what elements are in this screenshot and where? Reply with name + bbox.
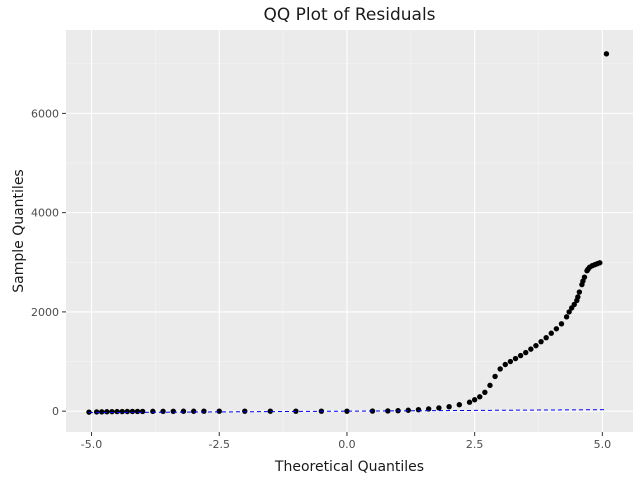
- data-point: [477, 394, 483, 400]
- y-tick-label: 0: [52, 405, 59, 418]
- data-point: [538, 338, 544, 345]
- data-point: [566, 309, 572, 315]
- y-tick-label: 2000: [31, 306, 59, 319]
- data-point: [216, 408, 222, 414]
- data-point: [497, 366, 503, 372]
- data-point: [597, 260, 603, 266]
- data-point: [603, 51, 610, 57]
- data-point: [267, 408, 274, 414]
- data-point: [533, 342, 539, 349]
- data-point: [129, 408, 136, 415]
- plot-panel: [66, 30, 633, 432]
- data-point: [139, 408, 146, 415]
- data-point: [523, 349, 529, 356]
- data-point: [405, 407, 411, 413]
- data-point: [114, 408, 120, 415]
- data-point: [543, 335, 549, 341]
- x-axis-title: Theoretical Quantiles: [274, 459, 424, 475]
- x-tick-label: 0.0: [338, 438, 356, 451]
- grid-minor: [66, 30, 633, 432]
- data-point: [581, 274, 588, 280]
- data-point: [528, 346, 534, 352]
- data-point: [436, 405, 442, 411]
- x-tick-label: -5.0: [81, 438, 102, 451]
- data-point: [415, 406, 422, 413]
- data-point: [575, 294, 581, 300]
- data-point: [180, 408, 187, 414]
- y-axis-title: Sample Quantiles: [11, 169, 27, 292]
- data-point: [344, 408, 350, 414]
- data-point: [466, 399, 473, 405]
- data-point: [242, 408, 248, 414]
- data-point: [201, 408, 207, 414]
- data-point: [160, 408, 166, 415]
- reference-line: [88, 409, 605, 414]
- data-point: [134, 408, 141, 415]
- data-point: [502, 361, 508, 368]
- data-point: [93, 409, 100, 415]
- data-point: [109, 408, 115, 415]
- data-point: [456, 402, 463, 408]
- data-point: [471, 397, 478, 403]
- data-point: [446, 403, 452, 410]
- data-point: [482, 389, 488, 395]
- x-tick-label: -2.5: [209, 438, 230, 451]
- data-point: [170, 408, 176, 415]
- data-point: [507, 358, 514, 365]
- data-point: [563, 314, 570, 320]
- data-point: [571, 301, 577, 308]
- data-point: [104, 409, 110, 415]
- data-point: [385, 408, 391, 414]
- data-point: [191, 408, 197, 414]
- data-point: [558, 321, 565, 327]
- data-point: [548, 330, 554, 336]
- sample-points: [86, 51, 610, 415]
- y-axis-ticks: 0 2000 4000 6000: [31, 107, 66, 418]
- data-point: [553, 326, 560, 332]
- data-point: [487, 382, 493, 389]
- chart-title: QQ Plot of Residuals: [263, 5, 435, 25]
- data-point: [150, 408, 156, 415]
- y-tick-label: 4000: [31, 207, 59, 220]
- x-tick-label: 2.5: [466, 438, 484, 451]
- data-point: [124, 408, 130, 415]
- data-point: [576, 289, 583, 295]
- data-point: [512, 355, 519, 362]
- y-tick-label: 6000: [31, 107, 59, 120]
- data-point: [119, 408, 125, 415]
- data-point: [99, 409, 105, 415]
- x-axis-ticks: -5.0 -2.5 0.0 2.5 5.0: [81, 432, 611, 451]
- data-point: [492, 373, 498, 380]
- x-tick-label: 5.0: [594, 438, 612, 451]
- data-point: [517, 352, 524, 359]
